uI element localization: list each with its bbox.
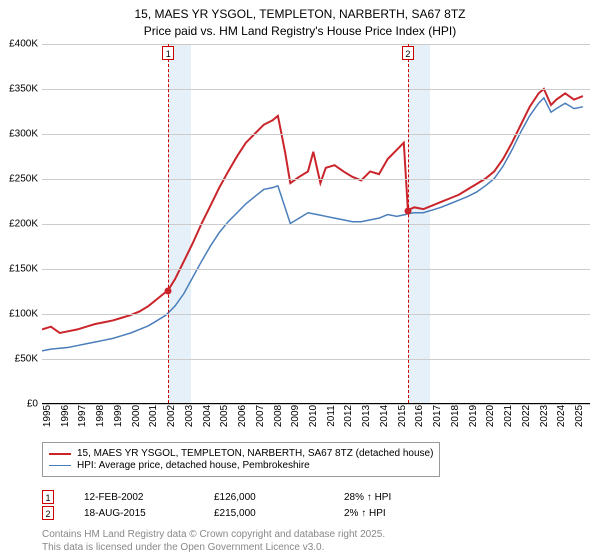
- y-tick-label: £300K: [2, 129, 38, 140]
- y-tick-label: £250K: [2, 174, 38, 185]
- x-tick-label: 2024: [556, 405, 567, 427]
- sale-footnotes: 1 12-FEB-2002£126,00028% ↑ HPI 2 18-AUG-201…: [42, 488, 474, 522]
- title-line-2: Price paid vs. HM Land Registry's House …: [144, 24, 456, 38]
- axes: £0£50K£100K£150K£200K£250K£300K£350K£400…: [42, 44, 590, 404]
- gridline: [42, 314, 590, 315]
- footnote-date: 18-AUG-2015: [84, 508, 214, 519]
- x-tick-label: 1996: [60, 405, 71, 427]
- x-tick-label: 2005: [219, 405, 230, 427]
- y-tick-label: £400K: [2, 39, 38, 50]
- x-tick-label: 2025: [574, 405, 585, 427]
- x-tick-label: 2003: [184, 405, 195, 427]
- x-tick-label: 2010: [308, 405, 319, 427]
- licence-text: Contains HM Land Registry data © Crown c…: [42, 528, 385, 554]
- x-tick-label: 2021: [503, 405, 514, 427]
- y-tick-label: £50K: [2, 354, 38, 365]
- x-tick-label: 2017: [432, 405, 443, 427]
- x-tick-label: 2011: [326, 405, 337, 427]
- gridline: [42, 179, 590, 180]
- sale-point: [404, 207, 411, 214]
- legend-swatch: [49, 465, 71, 466]
- y-tick-label: £150K: [2, 264, 38, 275]
- x-tick-label: 2000: [131, 405, 142, 427]
- x-tick-label: 1999: [113, 405, 124, 427]
- x-tick-label: 1995: [42, 405, 53, 427]
- x-tick-label: 2023: [539, 405, 550, 427]
- x-tick-label: 2008: [273, 405, 284, 427]
- x-tick-label: 2009: [290, 405, 301, 427]
- footnote-index: 1: [42, 490, 54, 504]
- y-tick-label: £100K: [2, 309, 38, 320]
- x-tick-label: 2004: [202, 405, 213, 427]
- sale-marker-line: [408, 44, 409, 403]
- gridline: [42, 134, 590, 135]
- title-line-1: 15, MAES YR YSGOL, TEMPLETON, NARBERTH, …: [134, 7, 465, 21]
- x-tick-label: 2015: [397, 405, 408, 427]
- y-tick-label: £350K: [2, 84, 38, 95]
- legend-label: 15, MAES YR YSGOL, TEMPLETON, NARBERTH, …: [77, 448, 433, 459]
- x-tick-label: 2022: [521, 405, 532, 427]
- x-tick-label: 2016: [414, 405, 425, 427]
- footnote-row: 2 18-AUG-2015£215,0002% ↑ HPI: [42, 506, 474, 520]
- x-tick-label: 2007: [255, 405, 266, 427]
- x-tick-label: 2013: [361, 405, 372, 427]
- x-tick-label: 2012: [343, 405, 354, 427]
- legend-swatch: [49, 453, 71, 455]
- legend-label: HPI: Average price, detached house, Pemb…: [77, 460, 310, 471]
- x-tick-label: 1997: [77, 405, 88, 427]
- licence-line-1: Contains HM Land Registry data © Crown c…: [42, 529, 385, 540]
- sale-marker-label: 2: [402, 46, 414, 60]
- footnote-delta: 2% ↑ HPI: [344, 508, 474, 519]
- gridline: [42, 359, 590, 360]
- legend-item: 15, MAES YR YSGOL, TEMPLETON, NARBERTH, …: [49, 448, 433, 459]
- x-tick-label: 2002: [166, 405, 177, 427]
- legend: 15, MAES YR YSGOL, TEMPLETON, NARBERTH, …: [42, 442, 440, 477]
- x-tick-label: 2001: [148, 405, 159, 427]
- footnote-row: 1 12-FEB-2002£126,00028% ↑ HPI: [42, 490, 474, 504]
- gridline: [42, 224, 590, 225]
- licence-line-2: This data is licensed under the Open Gov…: [42, 542, 324, 553]
- gridline: [42, 269, 590, 270]
- y-tick-label: £200K: [2, 219, 38, 230]
- x-tick-label: 1998: [95, 405, 106, 427]
- sale-marker-line: [168, 44, 169, 403]
- x-tick-label: 2020: [485, 405, 496, 427]
- footnote-price: £126,000: [214, 492, 344, 503]
- plot-area: £0£50K£100K£150K£200K£250K£300K£350K£400…: [42, 44, 590, 404]
- footnote-delta: 28% ↑ HPI: [344, 492, 474, 503]
- footnote-price: £215,000: [214, 508, 344, 519]
- x-tick-label: 2014: [379, 405, 390, 427]
- sale-marker-label: 1: [162, 46, 174, 60]
- chart-container: 15, MAES YR YSGOL, TEMPLETON, NARBERTH, …: [0, 0, 600, 560]
- x-tick-label: 2006: [237, 405, 248, 427]
- series-price_paid: [42, 89, 583, 333]
- footnote-index: 2: [42, 506, 54, 520]
- x-tick-label: 2019: [468, 405, 479, 427]
- gridline: [42, 89, 590, 90]
- gridline: [42, 44, 590, 45]
- sale-point: [165, 287, 172, 294]
- chart-title: 15, MAES YR YSGOL, TEMPLETON, NARBERTH, …: [0, 0, 600, 40]
- y-tick-label: £0: [2, 399, 38, 410]
- x-tick-label: 2018: [450, 405, 461, 427]
- footnote-date: 12-FEB-2002: [84, 492, 214, 503]
- legend-item: HPI: Average price, detached house, Pemb…: [49, 460, 433, 471]
